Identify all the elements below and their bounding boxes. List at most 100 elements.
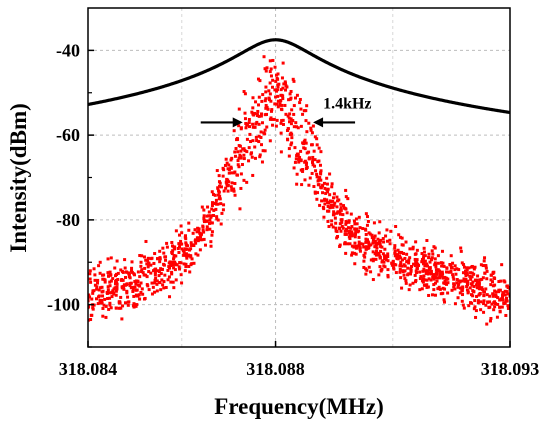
data-point bbox=[254, 122, 258, 126]
data-point bbox=[484, 303, 488, 307]
data-point bbox=[139, 281, 143, 285]
data-point bbox=[480, 277, 484, 281]
data-point bbox=[153, 273, 157, 277]
data-point bbox=[442, 264, 446, 268]
data-point bbox=[340, 220, 344, 224]
right-arrow-head bbox=[313, 117, 324, 128]
data-point bbox=[371, 235, 375, 239]
data-point bbox=[415, 258, 419, 262]
data-point bbox=[290, 136, 294, 140]
data-point bbox=[275, 76, 279, 80]
data-point bbox=[374, 243, 378, 247]
data-point bbox=[254, 100, 258, 104]
data-point bbox=[155, 289, 159, 293]
data-point bbox=[474, 283, 478, 287]
data-point bbox=[335, 211, 339, 215]
data-point bbox=[453, 287, 457, 291]
data-point bbox=[195, 230, 199, 234]
data-point bbox=[500, 305, 504, 309]
data-point bbox=[256, 77, 260, 81]
data-point bbox=[165, 245, 169, 249]
data-point bbox=[256, 109, 260, 113]
data-point bbox=[506, 306, 510, 310]
data-point bbox=[500, 263, 504, 267]
data-point bbox=[95, 297, 99, 301]
data-point bbox=[441, 276, 445, 280]
y-tick-label: -80 bbox=[56, 210, 80, 230]
data-point bbox=[214, 201, 218, 205]
data-point bbox=[217, 180, 221, 184]
data-point bbox=[236, 150, 240, 154]
data-point bbox=[156, 257, 160, 261]
data-point bbox=[247, 117, 251, 121]
data-point bbox=[102, 303, 106, 307]
data-point bbox=[260, 99, 264, 103]
data-point bbox=[471, 280, 475, 284]
data-point bbox=[344, 188, 348, 192]
data-point bbox=[172, 254, 176, 258]
data-point bbox=[346, 226, 350, 230]
data-point bbox=[345, 211, 349, 215]
data-point bbox=[305, 104, 309, 108]
data-point bbox=[88, 272, 92, 276]
data-point bbox=[348, 233, 352, 237]
data-point bbox=[279, 98, 283, 102]
data-point bbox=[381, 237, 385, 241]
data-point bbox=[399, 260, 403, 264]
data-point bbox=[352, 251, 356, 255]
data-point bbox=[275, 89, 279, 93]
data-point bbox=[411, 281, 415, 285]
data-point bbox=[89, 318, 93, 322]
data-point bbox=[272, 117, 276, 121]
data-point bbox=[303, 178, 307, 182]
data-point bbox=[275, 118, 279, 122]
data-point bbox=[334, 226, 338, 230]
data-point bbox=[391, 260, 395, 264]
data-point bbox=[264, 103, 268, 107]
data-point bbox=[433, 293, 437, 297]
data-point bbox=[359, 242, 363, 246]
data-point bbox=[451, 261, 455, 265]
data-point bbox=[224, 186, 228, 190]
data-point bbox=[303, 147, 307, 151]
data-point bbox=[113, 286, 117, 290]
data-point bbox=[372, 221, 376, 225]
data-point bbox=[425, 262, 429, 266]
data-point bbox=[125, 270, 129, 274]
data-point bbox=[179, 239, 183, 243]
data-point bbox=[321, 191, 325, 195]
data-point bbox=[180, 281, 184, 285]
data-point bbox=[120, 285, 124, 289]
data-point bbox=[268, 59, 272, 63]
data-point bbox=[400, 258, 404, 262]
data-point bbox=[303, 160, 307, 164]
data-point bbox=[144, 258, 148, 262]
data-point bbox=[202, 220, 206, 224]
data-point bbox=[136, 270, 140, 274]
data-point bbox=[381, 252, 385, 256]
data-point bbox=[436, 268, 440, 272]
data-point bbox=[203, 243, 207, 247]
data-point bbox=[432, 277, 436, 281]
data-point bbox=[202, 208, 206, 212]
data-point bbox=[337, 198, 341, 202]
data-point bbox=[462, 306, 466, 310]
data-point bbox=[134, 288, 138, 292]
data-point bbox=[438, 274, 442, 278]
data-point bbox=[103, 280, 107, 284]
data-point bbox=[407, 288, 411, 292]
data-point bbox=[321, 183, 325, 187]
data-point bbox=[472, 284, 476, 288]
data-point bbox=[220, 211, 224, 215]
data-point bbox=[99, 286, 103, 290]
data-point bbox=[316, 191, 320, 195]
data-point bbox=[237, 107, 241, 111]
data-point bbox=[113, 274, 117, 278]
data-point bbox=[371, 250, 375, 254]
data-point bbox=[134, 282, 138, 286]
data-point bbox=[105, 291, 109, 295]
data-point bbox=[261, 149, 265, 153]
data-point bbox=[164, 285, 168, 289]
data-point bbox=[254, 135, 258, 139]
data-point bbox=[455, 267, 459, 271]
